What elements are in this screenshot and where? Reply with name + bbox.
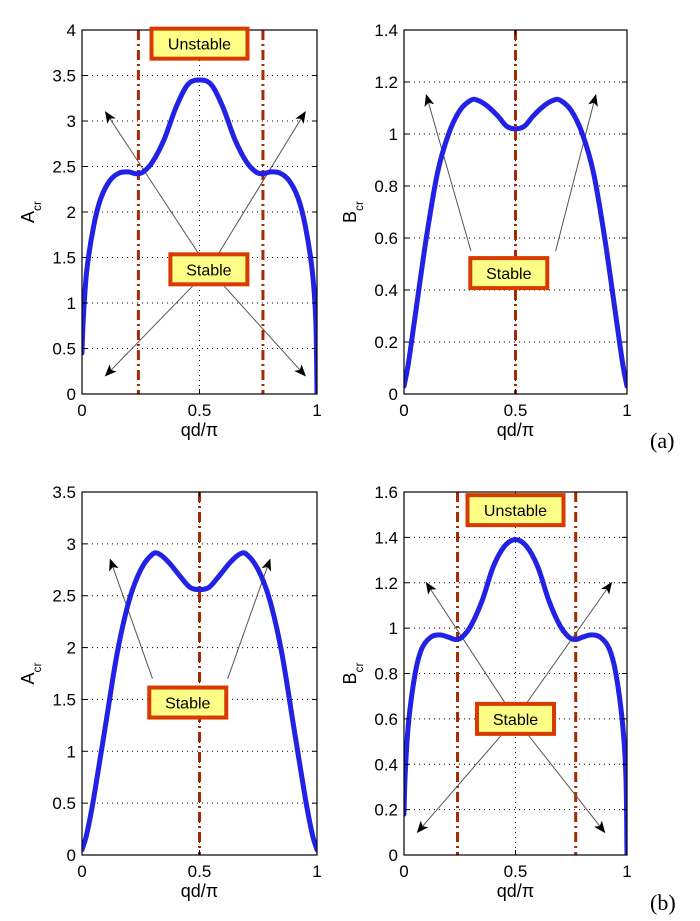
series-line	[404, 537, 627, 855]
chart-panel-a-left: 0 0.5 1 0 0.5 1 1.5 2 2.5 3 3.5 4 qd/π Acr Unstable Sta…	[18, 21, 322, 440]
annotation-label: Stable	[486, 266, 531, 283]
x-axis-label: qd/π	[181, 881, 218, 901]
y-tick-label: 0	[389, 846, 398, 865]
arrow	[104, 111, 210, 270]
arrow	[208, 268, 306, 377]
y-tick-label: 1	[67, 294, 76, 313]
arrow	[425, 581, 516, 720]
x-tick-label: 1	[622, 401, 631, 420]
series-line	[82, 550, 317, 853]
y-tick-label: 1.2	[374, 73, 398, 92]
annotation-label: Stable	[186, 262, 231, 279]
figure-label-b: (b)	[650, 890, 676, 915]
chart-panel-b-right: 0 0.5 1 0 0.2 0.4 0.6 0.8 1 1.2 1.4 1.6 qd/π Bcr Unsta…	[340, 483, 632, 901]
y-tick-label: 4	[67, 21, 76, 40]
y-axis-label-subscript: cr	[352, 662, 366, 672]
y-tick-label: 0.2	[374, 333, 398, 352]
series-line	[404, 96, 627, 389]
y-tick-label: 1.2	[374, 574, 398, 593]
plot-area	[404, 492, 627, 855]
annotation-box	[465, 493, 566, 528]
x-tick-label: 0.5	[504, 401, 528, 420]
y-tick-label: 0.6	[374, 710, 398, 729]
y-tick-label: 1.4	[374, 21, 398, 40]
x-tick-label: 0	[77, 401, 86, 420]
y-tick-label: 3	[67, 535, 76, 554]
x-axis-label: qd/π	[497, 881, 534, 901]
figure-label-a: (a)	[650, 428, 674, 453]
x-tick-label: 0	[399, 401, 408, 420]
arrow	[555, 94, 598, 252]
y-axis-label-subscript: cr	[30, 201, 44, 211]
y-axis-label-subscript: cr	[30, 662, 44, 672]
y-tick-label: 3.5	[52, 483, 76, 502]
y-tick-label: 2.5	[52, 158, 76, 177]
y-tick-label: 1	[389, 619, 398, 638]
y-axis-label-main: B	[340, 672, 360, 684]
y-tick-label: 1.5	[52, 249, 76, 268]
x-tick-label: 0.5	[504, 862, 528, 881]
x-tick-label: 0.5	[188, 401, 212, 420]
y-tick-label: 2	[67, 639, 76, 658]
x-tick-label: 0	[399, 862, 408, 881]
arrow	[515, 718, 606, 834]
y-axis-label-main: B	[340, 211, 360, 223]
x-tick-label: 1	[312, 401, 321, 420]
arrow	[416, 718, 516, 834]
y-tick-label: 2	[67, 203, 76, 222]
annotation-box	[168, 252, 250, 287]
arrow	[208, 111, 306, 270]
arrow	[109, 558, 153, 679]
annotation-label: Unstable	[168, 37, 231, 54]
y-tick-label: 0	[67, 846, 76, 865]
y-axis-label: Acr	[18, 201, 44, 223]
x-tick-label: 0	[77, 862, 86, 881]
annotation-label: Stable	[493, 712, 538, 729]
y-tick-label: 0	[389, 385, 398, 404]
annotation-box	[468, 256, 550, 291]
y-tick-label: 0.2	[374, 801, 398, 820]
y-tick-label: 1.4	[374, 528, 398, 547]
y-axis-label: Bcr	[340, 201, 366, 223]
y-tick-label: 0.5	[52, 794, 76, 813]
y-axis-label-subscript: cr	[352, 201, 366, 211]
y-tick-label: 0.6	[374, 229, 398, 248]
y-tick-label: 0.4	[374, 755, 398, 774]
y-tick-label: 1	[67, 742, 76, 761]
annotation-label: Unstable	[484, 503, 547, 520]
chart-panel-a-right: 0 0.5 1 0 0.2 0.4 0.6 0.8 1 1.2 1.4 qd/π Bcr Stable	[340, 21, 632, 440]
annotation-box	[147, 685, 229, 720]
x-tick-label: 0.5	[188, 862, 212, 881]
y-tick-label: 3	[67, 112, 76, 131]
arrow	[424, 94, 472, 252]
y-tick-label: 2.5	[52, 587, 76, 606]
x-axis-label: qd/π	[181, 420, 218, 440]
y-tick-label: 1	[389, 125, 398, 144]
annotation-label: Stable	[165, 696, 210, 713]
y-tick-label: 3.5	[52, 67, 76, 86]
arrow	[104, 268, 210, 377]
y-axis-label-main: A	[18, 672, 38, 684]
y-tick-label: 1.6	[374, 483, 398, 502]
annotation-box	[149, 26, 250, 61]
y-tick-label: 0.8	[374, 177, 398, 196]
y-tick-label: 0.4	[374, 281, 398, 300]
y-tick-label: 0.5	[52, 340, 76, 359]
y-tick-label: 1.5	[52, 690, 76, 709]
x-axis-label: qd/π	[497, 420, 534, 440]
arrow	[515, 581, 612, 720]
y-axis-label: Bcr	[340, 662, 366, 684]
y-axis-label-main: A	[18, 211, 38, 223]
annotation-box	[475, 701, 556, 736]
x-tick-label: 1	[312, 862, 321, 881]
series-line	[82, 77, 317, 394]
y-tick-label: 0	[67, 385, 76, 404]
chart-panel-b-left: 0 0.5 1 0 0.5 1 1.5 2 2.5 3 3.5 qd/π Acr Stable	[18, 483, 322, 901]
x-tick-label: 1	[622, 862, 631, 881]
y-tick-label: 0.8	[374, 665, 398, 684]
y-axis-label: Acr	[18, 662, 44, 684]
